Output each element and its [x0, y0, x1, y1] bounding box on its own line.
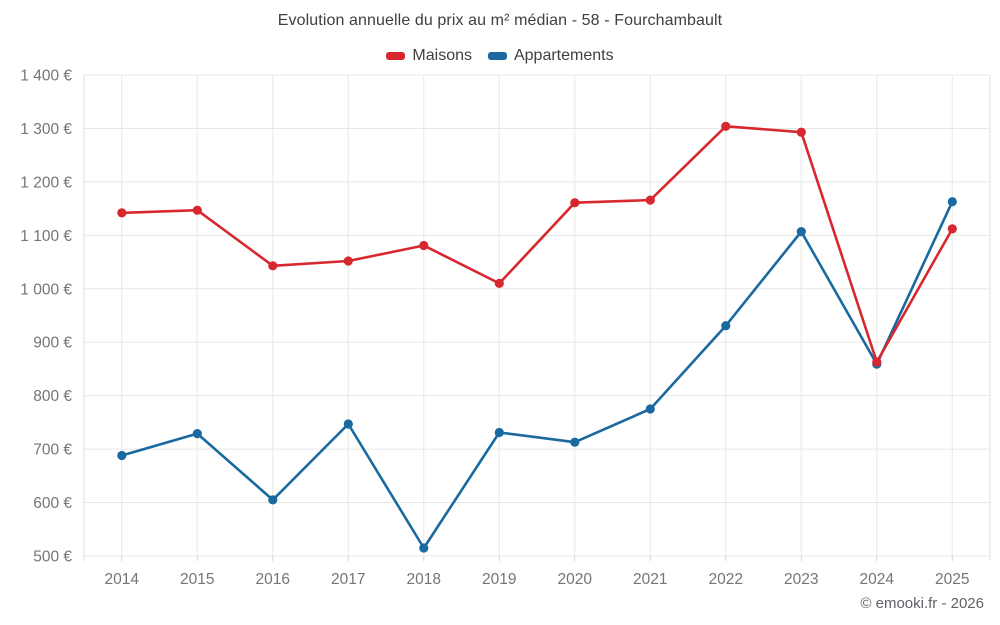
legend-item-maisons[interactable]: Maisons: [386, 47, 472, 65]
data-point-appartements-2014[interactable]: [117, 450, 127, 461]
data-point-maisons-2017[interactable]: [343, 256, 353, 266]
y-axis-label: 500 €: [33, 549, 72, 566]
data-point-appartements-2017[interactable]: [343, 419, 353, 429]
x-axis-label: 2019: [482, 571, 516, 588]
appartements-swatch-icon: [487, 52, 507, 60]
data-point-maisons-2025[interactable]: [947, 224, 957, 234]
legend-item-appartements[interactable]: Appartements: [487, 47, 614, 65]
x-axis-label: 2018: [407, 571, 441, 588]
data-point-appartements-2015[interactable]: [192, 429, 202, 439]
x-axis-label: 2025: [935, 571, 969, 588]
x-axis-label: 2022: [709, 571, 743, 588]
data-point-appartements-2025[interactable]: [947, 197, 957, 207]
data-point-appartements-2018[interactable]: [419, 543, 429, 553]
chart-legend: Maisons Appartements: [0, 47, 1000, 65]
legend-label-appartements: Appartements: [513, 47, 614, 64]
data-point-maisons-2024[interactable]: [872, 357, 882, 367]
y-axis-label: 700 €: [33, 442, 72, 459]
data-point-maisons-2019[interactable]: [494, 278, 504, 288]
y-axis-label: 1 000 €: [20, 281, 72, 298]
data-point-maisons-2023[interactable]: [796, 127, 806, 137]
data-point-appartements-2022[interactable]: [721, 321, 731, 331]
y-axis-label: 1 400 €: [20, 68, 72, 85]
y-axis-label: 800 €: [33, 388, 72, 405]
series-line-appartements: [120, 200, 954, 550]
data-point-appartements-2023[interactable]: [796, 227, 806, 237]
maisons-swatch-icon: [386, 52, 406, 60]
y-axis-label: 600 €: [33, 495, 72, 512]
data-point-maisons-2015[interactable]: [192, 205, 202, 215]
copyright-credit: © emooki.fr - 2026: [860, 595, 984, 612]
legend-label-maisons: Maisons: [412, 47, 472, 64]
data-point-appartements-2016[interactable]: [268, 495, 278, 505]
y-axis-label: 1 200 €: [20, 174, 72, 191]
x-axis-label: 2023: [784, 571, 818, 588]
x-axis-label: 2014: [105, 571, 140, 588]
data-point-maisons-2022[interactable]: [721, 121, 731, 131]
data-point-appartements-2021[interactable]: [645, 404, 655, 414]
data-point-maisons-2016[interactable]: [268, 261, 278, 271]
x-axis-label: 2020: [558, 571, 593, 588]
data-point-maisons-2020[interactable]: [570, 198, 580, 208]
data-point-maisons-2014[interactable]: [117, 208, 127, 218]
chart-title: Evolution annuelle du prix au m² médian …: [277, 12, 723, 29]
data-point-maisons-2021[interactable]: [645, 195, 655, 205]
x-axis-label: 2016: [256, 571, 290, 588]
y-axis-label: 1 300 €: [20, 121, 72, 138]
y-axis-label: 900 €: [33, 335, 72, 352]
x-axis-label: 2015: [180, 571, 214, 588]
x-axis-label: 2017: [331, 571, 365, 588]
data-point-appartements-2020[interactable]: [570, 437, 580, 447]
y-axis-label: 1 100 €: [20, 228, 72, 245]
x-axis-label: 2021: [633, 571, 667, 588]
data-point-appartements-2019[interactable]: [494, 427, 504, 438]
series-line-maisons: [120, 125, 954, 364]
x-axis-label: 2024: [860, 571, 895, 588]
data-point-maisons-2018[interactable]: [419, 240, 429, 251]
